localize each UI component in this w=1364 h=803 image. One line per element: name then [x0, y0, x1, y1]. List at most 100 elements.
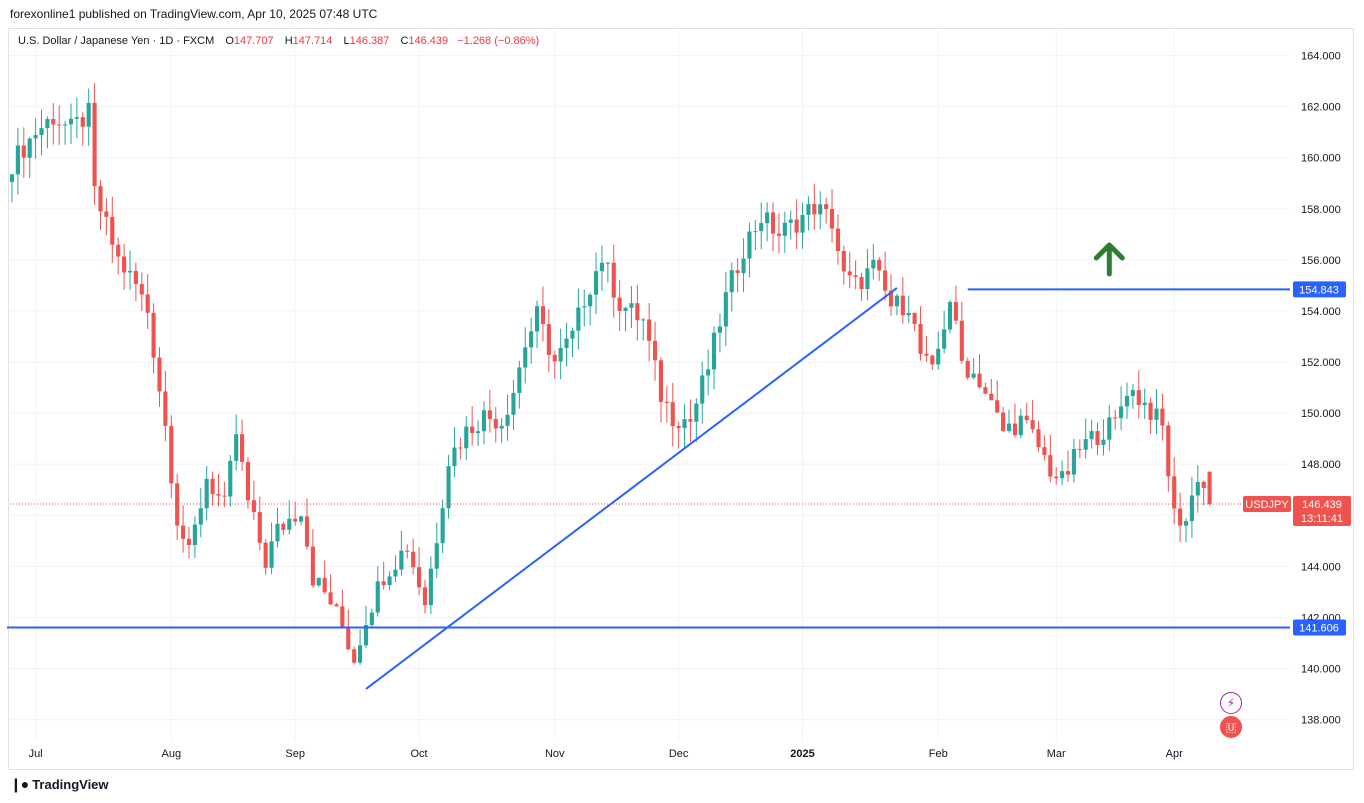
candle: [110, 196, 115, 263]
x-tick-label: Aug: [161, 748, 181, 760]
candle-body: [1107, 417, 1112, 440]
candle-body: [912, 312, 917, 324]
candle-body: [605, 262, 610, 264]
candle-body: [959, 320, 964, 361]
lightning-icon[interactable]: ⚡: [1220, 692, 1242, 714]
candle-body: [245, 461, 251, 501]
candle: [1042, 435, 1047, 461]
candle-body: [552, 354, 557, 362]
candle: [422, 579, 428, 614]
candle-body: [210, 478, 215, 495]
candle: [434, 522, 439, 579]
candle-body: [971, 373, 976, 378]
candle-body: [540, 306, 546, 325]
candle: [829, 189, 835, 243]
candle: [847, 251, 852, 289]
candle: [605, 261, 610, 283]
candle: [1077, 439, 1082, 459]
candle: [304, 498, 310, 550]
candle-body: [894, 295, 899, 307]
candle-body: [918, 323, 923, 354]
candle: [812, 183, 817, 230]
candle: [322, 560, 327, 594]
candle-body: [251, 500, 256, 513]
candle: [458, 437, 463, 460]
candle-body: [924, 353, 929, 356]
candle: [175, 473, 180, 540]
close-value: 146.439: [408, 35, 449, 47]
candle-body: [1030, 420, 1035, 430]
candle: [1183, 518, 1189, 543]
tradingview-footer[interactable]: ❙● TradingView: [10, 776, 109, 793]
candle-body: [782, 222, 787, 236]
x-tick-label: Dec: [669, 748, 689, 760]
candle-body: [470, 426, 475, 434]
candle-body: [936, 348, 941, 365]
candle-body: [269, 541, 274, 568]
candle-body: [428, 568, 433, 606]
candle-body: [1130, 390, 1135, 396]
candle: [481, 401, 487, 445]
y-tick-label: 160.000: [1301, 153, 1341, 165]
candle: [788, 210, 793, 240]
candle-body: [1089, 431, 1094, 440]
candle-body: [570, 330, 575, 339]
candle: [965, 357, 970, 380]
candle: [611, 244, 616, 318]
candle-body: [222, 495, 227, 497]
y-tick-label: 158.000: [1301, 204, 1341, 216]
candle: [133, 262, 138, 302]
candle-body: [263, 542, 268, 568]
candle-body: [747, 231, 752, 259]
candle: [1089, 419, 1094, 449]
candle-body: [1018, 415, 1023, 436]
economic-events-flag-icon[interactable]: 🇺: [1220, 716, 1242, 738]
y-tick-label: 156.000: [1301, 255, 1341, 267]
candle: [558, 328, 563, 380]
candle: [381, 561, 386, 590]
candle-body: [63, 124, 68, 126]
y-tick-label: 148.000: [1301, 459, 1341, 471]
candle-body: [234, 434, 239, 461]
candle: [340, 589, 345, 629]
candle-body: [688, 419, 693, 422]
candle: [328, 574, 333, 606]
candle: [711, 326, 717, 390]
candle-body: [27, 138, 32, 158]
candle: [63, 120, 68, 145]
candle: [723, 271, 728, 347]
candle-body: [706, 369, 711, 376]
candle: [564, 322, 569, 367]
candle-body: [824, 204, 829, 209]
candle: [658, 357, 664, 423]
candle: [122, 244, 127, 290]
candle-body: [493, 418, 498, 429]
candle: [245, 457, 251, 509]
candle: [676, 421, 681, 449]
symbol-title[interactable]: U.S. Dollar / Japanese Yen · 1D · FXCM: [18, 35, 215, 47]
candle-body: [1060, 471, 1065, 479]
candle-body: [617, 297, 622, 311]
candle-body: [576, 307, 581, 331]
candle-body: [1006, 423, 1012, 431]
candle-body: [1201, 481, 1206, 488]
candle: [393, 555, 398, 582]
candle-body: [21, 145, 26, 158]
candle: [623, 307, 628, 332]
candle: [310, 528, 315, 588]
y-tick-label: 144.000: [1301, 561, 1341, 573]
candle: [145, 274, 150, 330]
chart-frame: [8, 28, 1354, 770]
candle: [275, 507, 280, 548]
candle: [582, 289, 587, 327]
candle: [1107, 405, 1112, 451]
candle-body: [529, 331, 534, 348]
candle: [824, 197, 829, 224]
candle: [440, 499, 445, 554]
candle-body: [358, 645, 363, 663]
candle: [1148, 397, 1153, 435]
candle-body: [139, 284, 144, 295]
candle: [747, 222, 752, 278]
candle: [470, 406, 475, 446]
